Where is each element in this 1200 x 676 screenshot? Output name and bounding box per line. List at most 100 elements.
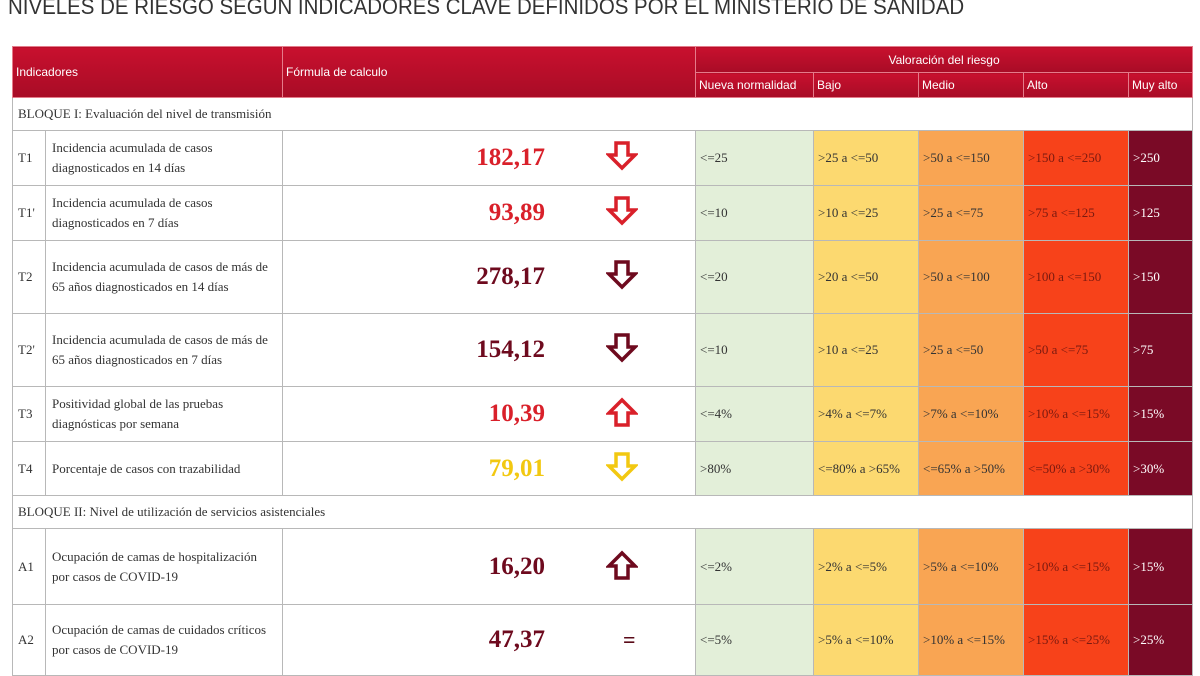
indicator-code: A2 [12, 604, 46, 676]
risk-level-cell: <=2% [695, 528, 815, 605]
risk-level-cell: >30% [1128, 441, 1194, 496]
arrow-down-icon [604, 451, 640, 486]
indicator-value: 10,39 [488, 400, 546, 427]
table-row: T2 Incidencia acumulada de casos de más d… [12, 240, 1194, 314]
risk-level-cell: >250 [1128, 130, 1194, 186]
table-row: T1 Incidencia acumulada de casos diagnost… [12, 130, 1194, 186]
risk-level-cell: >50 a <=150 [918, 130, 1025, 186]
indicator-name: Incidencia acumulada de casos diagnostic… [44, 130, 284, 186]
risk-level-cell: >75 [1128, 313, 1194, 387]
risk-level-cell: >5% a <=10% [918, 528, 1025, 605]
risk-level-cell: >10 a <=25 [813, 185, 920, 241]
indicator-name: Incidencia acumulada de casos diagnostic… [44, 185, 284, 241]
risk-level-cell: >10% a <=15% [1023, 528, 1130, 605]
table-row: A1 Ocupación de camas de hospitalización … [12, 528, 1194, 605]
risk-level-cell: >25% [1128, 604, 1194, 676]
header-level: Bajo [813, 72, 920, 98]
indicator-value: 93,89 [488, 199, 546, 226]
table-row: A2 Ocupación de camas de cuidados crítico… [12, 604, 1194, 676]
arrow-down-icon [604, 260, 640, 294]
arrow-up-icon [604, 550, 640, 584]
header-level: Nueva normalidad [695, 72, 815, 98]
table-row: T3 Positividad global de las pruebas diag… [12, 386, 1194, 442]
header-level: Muy alto [1128, 72, 1194, 98]
risk-level-cell: <=5% [695, 604, 815, 676]
indicator-value-cell: 47,37 = [282, 604, 697, 676]
section-row: BLOQUE I: Evaluación del nivel de transm… [11, 97, 1194, 131]
arrow-down-icon [604, 141, 640, 175]
indicator-code: T2' [12, 313, 46, 387]
indicator-value-cell: 10,39 [282, 386, 697, 442]
risk-level-cell: <=20 [695, 240, 815, 314]
risk-level-cell: >25 a <=75 [918, 185, 1025, 241]
indicator-code: T1' [12, 185, 46, 241]
risk-level-cell: <=80% a >65% [813, 441, 920, 496]
indicator-value-cell: 182,17 [282, 130, 697, 186]
risk-level-cell: >150 a <=250 [1023, 130, 1130, 186]
indicator-code: T1 [12, 130, 46, 186]
header-level: Alto [1023, 72, 1130, 98]
risk-level-cell: >75 a <=125 [1023, 185, 1130, 241]
indicator-value-cell: 278,17 [282, 240, 697, 314]
indicator-name: Incidencia acumulada de casos de más de … [44, 240, 284, 314]
indicator-value: 182,17 [476, 144, 546, 171]
risk-level-cell: >15% [1128, 386, 1194, 442]
risk-level-cell: >150 [1128, 240, 1194, 314]
indicator-code: A1 [12, 528, 46, 605]
risk-level-cell: >50 a <=75 [1023, 313, 1130, 387]
indicator-name: Ocupación de camas de cuidados críticos … [44, 604, 284, 676]
header-formula: Fórmula de calculo [282, 46, 697, 98]
risk-level-cell: <=10 [695, 313, 815, 387]
risk-level-cell: >10% a <=15% [918, 604, 1025, 676]
risk-level-cell: >7% a <=10% [918, 386, 1025, 442]
equal-icon: = [623, 627, 636, 652]
risk-level-cell: <=65% a >50% [918, 441, 1025, 496]
header-indicadores: Indicadores [11, 46, 284, 98]
page-title: NIVELES DE RIESGO SEGÚN INDICADORES CLAV… [8, 0, 965, 19]
risk-level-cell: >50 a <=100 [918, 240, 1025, 314]
risk-level-cell: >80% [695, 441, 815, 496]
indicator-name: Positividad global de las pruebas diagnó… [44, 386, 284, 442]
indicator-value: 278,17 [476, 263, 546, 290]
risk-level-cell: >4% a <=7% [813, 386, 920, 442]
risk-level-cell: >25 a <=50 [918, 313, 1025, 387]
risk-level-cell: >15% a <=25% [1023, 604, 1130, 676]
indicator-name: Incidencia acumulada de casos de más de … [44, 313, 284, 387]
risk-level-cell: >100 a <=150 [1023, 240, 1130, 314]
header-valoracion: Valoración del riesgo [695, 46, 1194, 73]
header-level: Medio [918, 72, 1025, 98]
table-row: T4 Porcentaje de casos con trazabilidad 79… [12, 441, 1194, 496]
indicator-value: 79,01 [488, 454, 546, 482]
indicator-code: T3 [12, 386, 46, 442]
risk-level-cell: <=25 [695, 130, 815, 186]
arrow-down-icon [604, 333, 640, 367]
section-title: BLOQUE I: Evaluación del nivel de transm… [11, 97, 1194, 131]
risk-level-cell: <=50% a >30% [1023, 441, 1130, 496]
section-row: BLOQUE II: Nivel de utilización de servi… [11, 495, 1194, 529]
indicator-value-cell: 93,89 [282, 185, 697, 241]
risk-level-cell: >20 a <=50 [813, 240, 920, 314]
section-title: BLOQUE II: Nivel de utilización de servi… [11, 495, 1194, 529]
indicator-name: Porcentaje de casos con trazabilidad [44, 441, 284, 496]
risk-table: Indicadores Fórmula de calculo Valoració… [11, 46, 1194, 676]
arrow-down-icon [604, 196, 640, 230]
risk-level-cell: >25 a <=50 [813, 130, 920, 186]
indicator-value: 16,20 [488, 552, 546, 580]
risk-level-cell: >15% [1128, 528, 1194, 605]
indicator-code: T2 [12, 240, 46, 314]
arrow-up-icon [604, 397, 640, 431]
risk-level-cell: >10% a <=15% [1023, 386, 1130, 442]
indicator-value: 47,37 [488, 626, 546, 653]
indicator-name: Ocupación de camas de hospitalización po… [44, 528, 284, 605]
table-row: T1' Incidencia acumulada de casos diagnos… [12, 185, 1194, 241]
indicator-value: 154,12 [476, 336, 546, 363]
indicator-value-cell: 79,01 [282, 441, 697, 496]
risk-level-cell: <=4% [695, 386, 815, 442]
risk-level-cell: >2% a <=5% [813, 528, 920, 605]
indicator-code: T4 [12, 441, 46, 496]
table-row: T2' Incidencia acumulada de casos de más … [12, 313, 1194, 387]
indicator-value-cell: 154,12 [282, 313, 697, 387]
risk-level-cell: >10 a <=25 [813, 313, 920, 387]
risk-level-cell: >5% a <=10% [813, 604, 920, 676]
indicator-value-cell: 16,20 [282, 528, 697, 605]
